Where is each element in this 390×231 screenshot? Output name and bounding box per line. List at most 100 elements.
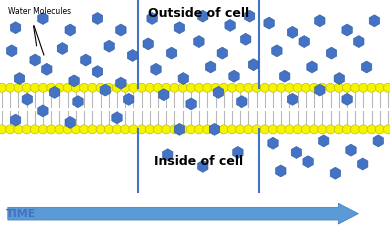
Circle shape	[22, 83, 31, 92]
Polygon shape	[299, 36, 309, 48]
Polygon shape	[342, 93, 352, 105]
Circle shape	[55, 83, 64, 92]
Polygon shape	[326, 47, 337, 59]
Polygon shape	[369, 15, 379, 27]
Polygon shape	[358, 158, 368, 170]
Circle shape	[334, 83, 343, 92]
Circle shape	[112, 83, 121, 92]
Polygon shape	[213, 86, 223, 98]
Circle shape	[219, 83, 228, 92]
Circle shape	[30, 125, 39, 134]
Circle shape	[269, 83, 278, 92]
Polygon shape	[7, 45, 17, 57]
Circle shape	[277, 83, 286, 92]
Polygon shape	[11, 114, 21, 126]
Polygon shape	[354, 36, 364, 48]
Polygon shape	[198, 160, 208, 172]
Circle shape	[71, 125, 80, 134]
Polygon shape	[330, 167, 340, 179]
Polygon shape	[124, 93, 134, 105]
Circle shape	[170, 83, 179, 92]
Polygon shape	[209, 123, 220, 135]
Circle shape	[129, 125, 138, 134]
Polygon shape	[163, 149, 173, 161]
Polygon shape	[14, 73, 25, 85]
Circle shape	[88, 125, 97, 134]
Circle shape	[244, 125, 253, 134]
Polygon shape	[225, 19, 235, 31]
Circle shape	[293, 125, 302, 134]
Circle shape	[342, 83, 351, 92]
Circle shape	[39, 125, 48, 134]
Circle shape	[88, 83, 97, 92]
Polygon shape	[334, 73, 344, 85]
Polygon shape	[50, 86, 60, 98]
Circle shape	[310, 83, 319, 92]
Polygon shape	[276, 165, 286, 177]
Circle shape	[47, 125, 56, 134]
Circle shape	[334, 125, 343, 134]
Circle shape	[145, 83, 154, 92]
Circle shape	[375, 83, 384, 92]
Circle shape	[14, 125, 23, 134]
Circle shape	[22, 125, 31, 134]
Circle shape	[359, 83, 368, 92]
FancyArrow shape	[8, 203, 358, 224]
Circle shape	[318, 83, 327, 92]
Circle shape	[375, 125, 384, 134]
Circle shape	[112, 125, 121, 134]
Polygon shape	[346, 144, 356, 156]
Circle shape	[47, 83, 56, 92]
Circle shape	[121, 83, 130, 92]
Polygon shape	[248, 59, 259, 71]
Circle shape	[121, 125, 130, 134]
Circle shape	[195, 125, 204, 134]
Circle shape	[14, 83, 23, 92]
Circle shape	[260, 125, 269, 134]
Polygon shape	[245, 10, 255, 22]
Circle shape	[203, 125, 212, 134]
Circle shape	[145, 125, 154, 134]
Polygon shape	[143, 38, 153, 50]
Circle shape	[186, 83, 195, 92]
Polygon shape	[362, 61, 372, 73]
Polygon shape	[92, 12, 103, 24]
Polygon shape	[116, 24, 126, 36]
Circle shape	[137, 83, 146, 92]
Polygon shape	[11, 22, 21, 34]
Circle shape	[293, 83, 302, 92]
Circle shape	[186, 125, 195, 134]
Circle shape	[351, 125, 360, 134]
Circle shape	[367, 83, 376, 92]
Polygon shape	[198, 10, 208, 22]
Circle shape	[30, 83, 39, 92]
Circle shape	[63, 125, 72, 134]
Circle shape	[211, 83, 220, 92]
Polygon shape	[217, 47, 227, 59]
Polygon shape	[128, 49, 138, 61]
Polygon shape	[174, 22, 184, 34]
Polygon shape	[307, 61, 317, 73]
Circle shape	[383, 83, 390, 92]
Circle shape	[310, 125, 319, 134]
Circle shape	[285, 125, 294, 134]
Polygon shape	[178, 73, 188, 85]
Circle shape	[137, 125, 146, 134]
Polygon shape	[22, 93, 32, 105]
Circle shape	[129, 83, 138, 92]
Polygon shape	[147, 12, 157, 24]
Circle shape	[326, 125, 335, 134]
Polygon shape	[206, 61, 216, 73]
Polygon shape	[57, 43, 67, 55]
Circle shape	[277, 125, 286, 134]
Polygon shape	[174, 123, 184, 135]
Circle shape	[104, 125, 113, 134]
Text: Inside of cell: Inside of cell	[154, 155, 243, 168]
Circle shape	[96, 83, 105, 92]
Circle shape	[252, 125, 261, 134]
Circle shape	[55, 125, 64, 134]
Circle shape	[80, 125, 89, 134]
Circle shape	[227, 125, 236, 134]
Polygon shape	[237, 96, 247, 108]
Text: TIME: TIME	[6, 209, 36, 219]
